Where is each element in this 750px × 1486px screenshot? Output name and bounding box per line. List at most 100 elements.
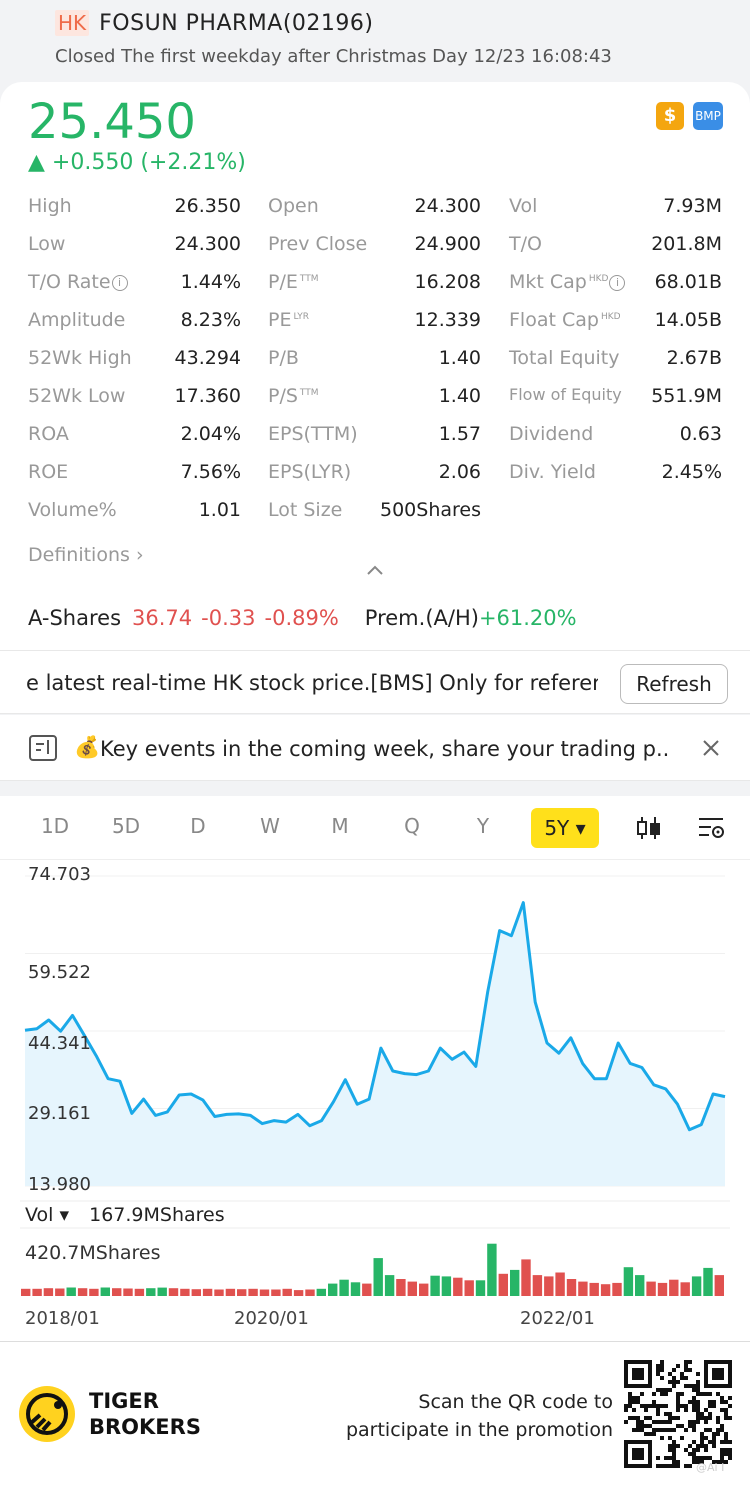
dollar-icon[interactable]: $ [656,102,684,130]
stat-label: EPS(TTM) [268,423,358,445]
refresh-button[interactable]: Refresh [620,664,728,704]
stat-label: ROA [28,423,69,445]
volume-bar [157,1287,167,1296]
volume-bar [589,1282,599,1296]
tab-w[interactable]: W [260,814,280,838]
volume-bar [225,1288,236,1296]
stat-label: Mkt Cap HKD i [509,271,626,293]
price-line [24,901,726,1132]
volume-bar [339,1279,349,1296]
stock-header: HK FOSUN PHARMA(02196) Closed The first … [0,0,750,82]
tiger-logo [19,1386,75,1442]
stat-label-text: Lot Size [268,499,343,521]
volume-bar [430,1275,440,1296]
volume-label: Vol ▾ [25,1204,70,1226]
close-icon[interactable] [700,737,722,759]
qr-code-icon[interactable] [624,1360,732,1468]
volume-bar [146,1288,156,1296]
stat-superscript: TTM [299,387,319,398]
y-tick-label: 44.341 [28,1033,91,1054]
bmp-icon[interactable]: BMP [693,102,723,130]
tab-5d[interactable]: 5D [111,814,141,838]
stat-label: Amplitude [28,309,125,331]
watermark: @Ai I [696,1461,725,1474]
stat-value: 2.45% [661,461,722,483]
volume-bar [168,1288,179,1296]
volume-bar [259,1289,270,1296]
stat-label: Lot Size [268,499,342,521]
volume-bar [328,1283,338,1296]
volume-bar [191,1289,201,1296]
collapse-caret-icon[interactable] [366,562,384,580]
volume-bar [714,1275,724,1296]
stat-label: 52Wk Low [28,385,125,407]
volume-bar [214,1289,224,1296]
stats-row: 52Wk High 43.294 P/B 1.40 Total Equity 2.67B [0,339,750,377]
volume-bar [521,1259,531,1296]
candlestick-icon[interactable] [634,814,664,842]
volume-bar [669,1279,679,1296]
volume-bar [237,1289,247,1296]
stat-label-text: 52Wk Low [28,385,126,407]
stat-value: 1.44% [180,271,241,293]
definitions-link[interactable]: Definitions › [28,544,144,566]
volume-bar [350,1282,361,1296]
volume-bar [373,1258,383,1296]
stat-value: 2.67B [666,347,722,369]
a-shares-row[interactable]: A-Shares 36.74 -0.33 -0.89% Prem.(A/H) +… [28,606,577,630]
stat-label-text: Flow of Equity [509,385,622,404]
stat-label: EPS(LYR) [268,461,351,483]
stat-label-text: Float Cap [509,309,599,331]
volume-bar [282,1288,292,1296]
tab-m[interactable]: M [331,814,349,838]
tab-y[interactable]: Y [476,814,490,838]
stat-label-text: Volume% [28,499,117,521]
volume-bar [77,1288,88,1296]
chart-settings-icon[interactable] [697,814,727,842]
volume-bar [441,1276,452,1296]
tab-q[interactable]: Q [404,814,420,838]
info-icon[interactable]: i [609,274,626,291]
stat-value: 2.06 [438,461,481,483]
x-tick-label: 2022/01 [520,1308,595,1329]
tab-d[interactable]: D [190,814,206,838]
period-tabs: 1D 5D D W M Q Y 5Y ▾ [0,796,750,860]
a-shares-label: A-Shares [28,606,122,630]
stat-label-text: ROE [28,461,69,483]
volume-bar [475,1280,486,1296]
stat-label: Vol [509,195,537,217]
quote-card: 25.450 ▲ +0.550 (+2.21%) $ BMP High 26.35… [0,82,750,650]
stat-label-text: Vol [509,195,538,217]
stat-value: 68.01B [654,271,722,293]
scan-text: Scan the QR code to participate in the p… [330,1388,613,1444]
volume-bar [703,1267,713,1296]
stat-value: 16.208 [414,271,481,293]
volume-bar [316,1288,326,1296]
stat-value: 26.350 [174,195,241,217]
stats-row: Low 24.300 Prev Close 24.900 T/O 201.8M [0,225,750,263]
scan-line-2: participate in the promotion [345,1419,613,1441]
volume-bar [55,1288,65,1296]
events-bar[interactable]: 💰 Key events in the coming week, share y… [0,715,750,781]
stat-superscript: TTM [299,273,319,284]
market-status: Closed The first weekday after Christmas… [55,46,612,67]
tab-1d[interactable]: 1D [40,814,70,838]
volume-bar [32,1288,42,1296]
volume-bar [464,1280,474,1296]
stat-label: Flow of Equity [509,385,622,404]
stat-value: 14.05B [654,309,722,331]
tab-5y[interactable]: 5Y ▾ [531,808,599,848]
volume-bar [362,1283,372,1296]
y-tick-label: 29.161 [28,1103,91,1124]
stat-value: 500Shares [380,499,481,521]
stat-value: 24.900 [414,233,481,255]
volume-selector[interactable]: Vol ▾ 167.9MShares [25,1204,225,1226]
volume-bar [180,1288,190,1296]
info-icon[interactable]: i [111,274,128,291]
stock-title: FOSUN PHARMA(02196) [99,10,374,36]
stat-value: 1.57 [438,423,481,445]
stat-label-text: High [28,195,72,217]
stat-label-text: PE [268,309,292,331]
price-area [25,902,725,1186]
stat-value: 8.23% [180,309,241,331]
